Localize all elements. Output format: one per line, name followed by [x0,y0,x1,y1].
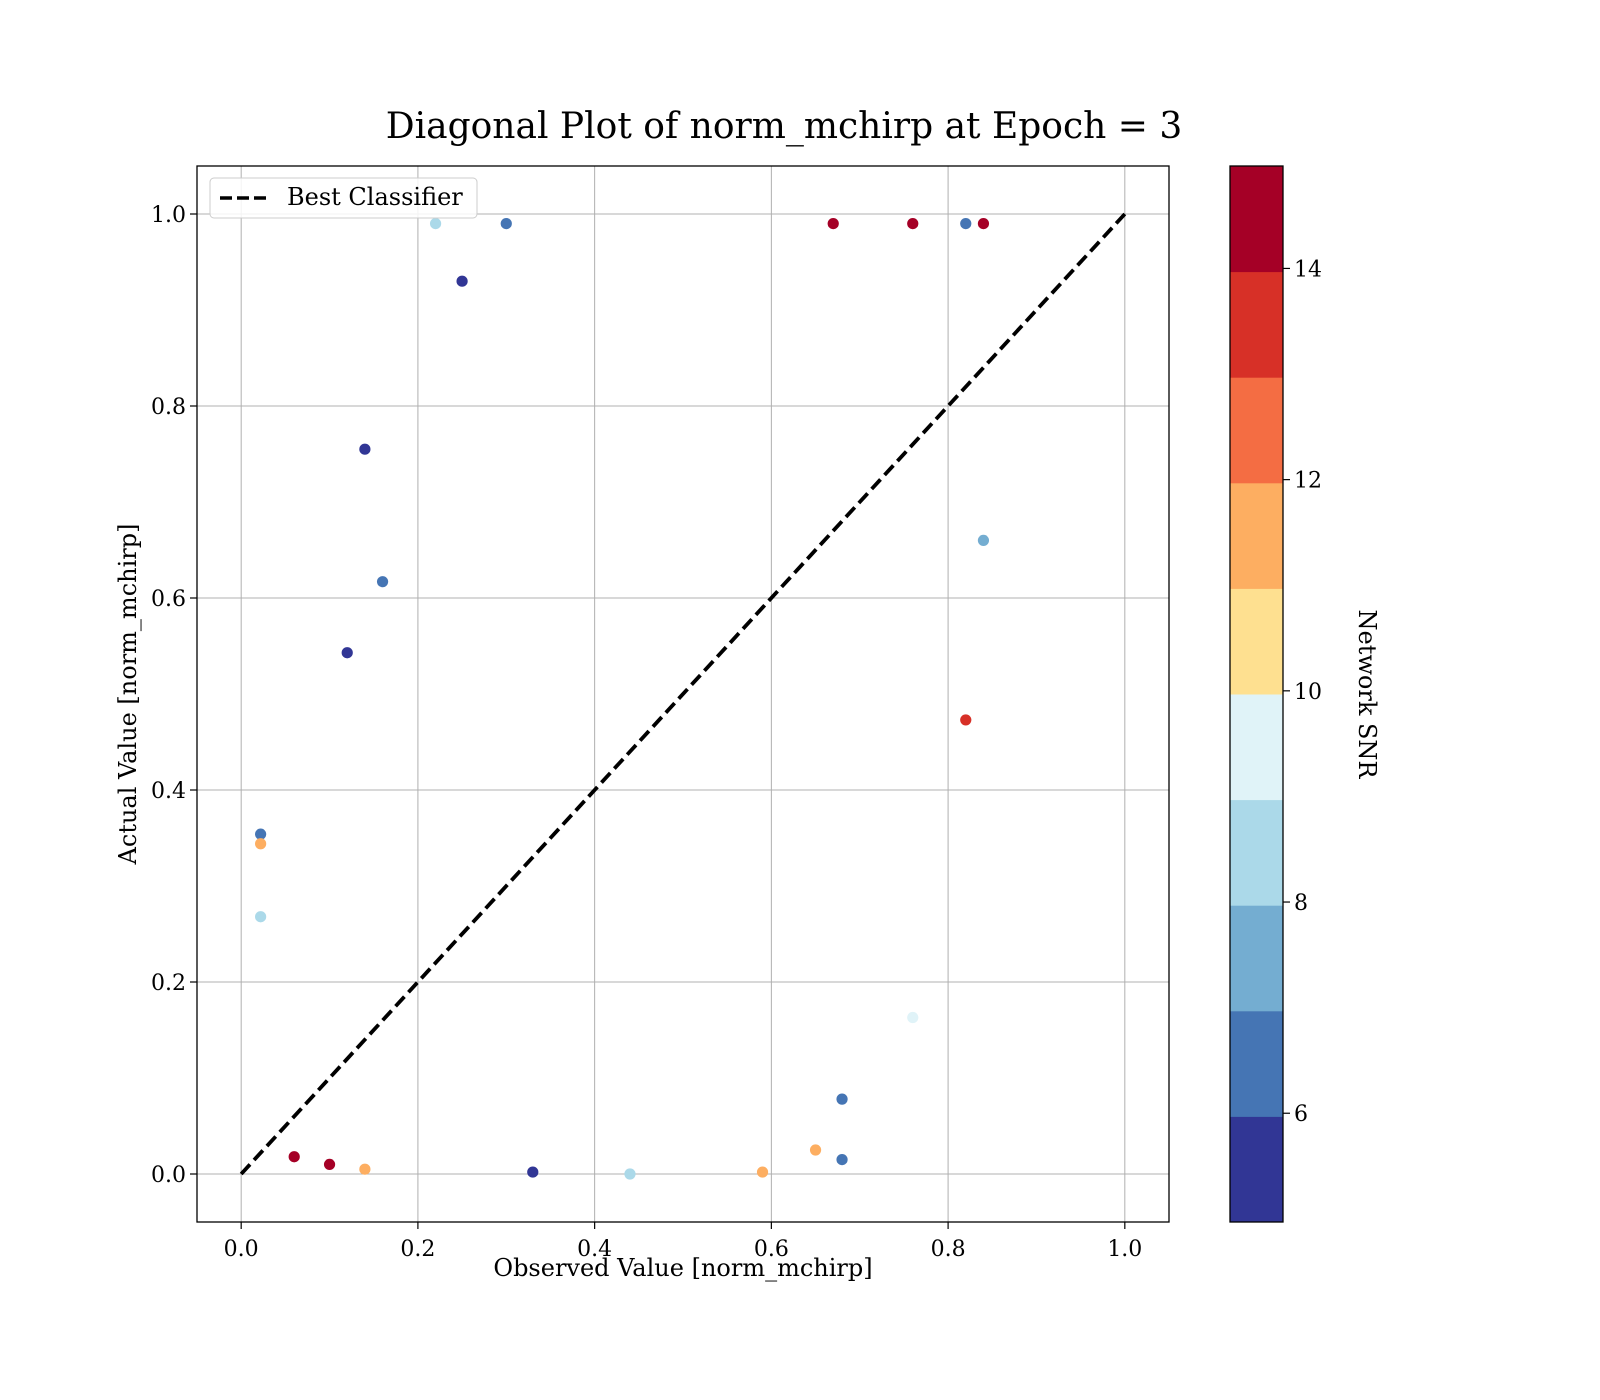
plot-area-frame [196,165,1170,1223]
scatter-point [756,1166,769,1178]
scatter-point [960,218,972,230]
x-tick-label: 0.8 [931,1237,966,1262]
colorbar-tick-label: 14 [1294,257,1322,282]
scatter-point [359,443,371,455]
x-tick-label: 0.2 [400,1237,435,1262]
scatter-point [527,1166,539,1178]
colorbar-tick-label: 12 [1294,469,1322,494]
y-tick-label: 0.0 [151,1163,186,1188]
scatter-point [456,275,468,287]
scatter-point [341,647,353,659]
y-tick-label: 1.0 [151,203,186,228]
colorbar-segment [1230,377,1283,484]
colorbar-frame [1229,165,1284,1223]
scatter-point [376,576,389,588]
scatter-point [323,1158,336,1170]
y-axis-ticks: 0.0 0.2 0.4 0.6 0.8 1.0 [151,203,197,1188]
scatter-point [429,218,442,230]
colorbar-segment [1230,799,1283,906]
colorbar-segment [1230,271,1283,378]
scatter-point [288,1151,300,1163]
colorbar-segment [1230,1116,1283,1223]
scatter-point [255,911,267,923]
scatter-point [255,828,267,840]
x-tick-label: 0.6 [754,1237,789,1262]
scatter-points [255,218,990,1180]
colorbar-segment [1230,694,1283,801]
colorbar-tick-label: 8 [1294,891,1308,916]
y-tick-label: 0.6 [151,587,186,612]
y-tick-label: 0.8 [151,395,186,420]
colorbar-segment [1230,1010,1283,1117]
scatter-point [624,1168,636,1180]
scatter-point [809,1144,822,1156]
best-classifier-line [239,212,1127,1176]
scatter-point [255,838,267,850]
scatter-point [500,218,512,230]
colorbar-segment [1230,905,1283,1012]
scatter-point [836,1154,848,1166]
legend: Best Classifier [209,177,478,219]
colorbar-segment [1230,166,1283,273]
y-axis-label: Actual Value [norm_mchirp] [114,524,142,866]
x-tick-label: 0.0 [224,1237,259,1262]
scatter-point [907,218,919,230]
x-axis-label: Observed Value [norm_mchirp] [493,1254,872,1282]
scatter-point [960,714,972,726]
y-tick-label: 0.2 [151,971,186,996]
colorbar-tick-label: 10 [1294,680,1322,705]
scatter-point [977,218,990,230]
scatter-point [827,218,839,230]
colorbar-tick-label: 6 [1294,1102,1308,1127]
reference-line-layer [239,212,1127,1176]
y-tick-label: 0.4 [151,779,186,804]
legend-box [209,177,478,219]
scatter-point [359,1163,371,1175]
colorbar [1229,165,1284,1223]
colorbar-label: Network SNR [1353,610,1381,780]
legend-entry-label: Best Classifier [287,183,463,211]
scatter-point [836,1093,848,1105]
colorbar-ticks: 6 8 10 12 14 [1283,257,1322,1127]
colorbar-segment [1230,482,1283,589]
x-tick-label: 1.0 [1107,1237,1142,1262]
colorbar-segment [1230,588,1283,695]
x-axis-ticks: 0.0 0.2 0.4 0.6 0.8 1.0 [224,1222,1142,1262]
scatter-point [977,534,990,547]
scatter-point [907,1011,919,1024]
chart-title: Diagonal Plot of norm_mchirp at Epoch = … [386,106,1183,147]
x-tick-label: 0.4 [577,1237,612,1262]
